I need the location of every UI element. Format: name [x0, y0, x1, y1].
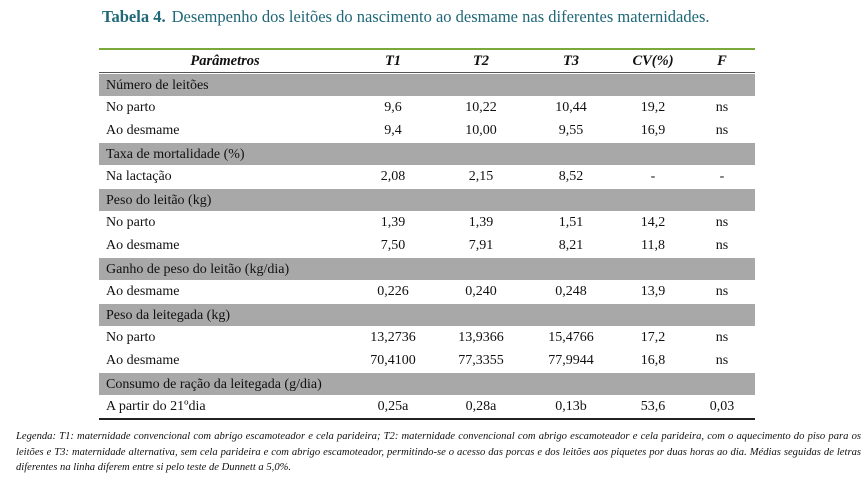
data-row: Ao desmame 9,4 10,00 9,55 16,9 ns	[99, 119, 755, 142]
cell: No parto	[106, 330, 156, 345]
header-cell: T1	[384, 53, 402, 69]
data-row: A partir do 21ºdia 0,25a 0,28a 0,13b 53,6 0,0…	[99, 395, 755, 418]
legend: Legenda: T1: maternidade convencional co…	[16, 431, 861, 473]
cell: 1,51	[558, 215, 584, 230]
cell: 11,8	[641, 238, 665, 253]
cell: 77,9944	[548, 353, 594, 368]
cell: 2,15	[468, 169, 494, 184]
cell: Ao desmame	[106, 284, 180, 299]
section-row: Número de leitões	[99, 73, 755, 96]
cell: 0,240	[465, 284, 497, 299]
cell: 1,39	[468, 215, 494, 230]
header-cell: T2	[472, 53, 490, 69]
caption-label: Tabela 4.	[102, 7, 166, 26]
section-row: Peso da leitegada (kg)	[99, 303, 755, 326]
cell: 7,91	[468, 238, 494, 253]
cell: 0,25a	[377, 399, 409, 414]
cell: 0,13b	[555, 399, 587, 414]
cell: 0,28a	[465, 399, 497, 414]
cell: Na lactação	[106, 169, 172, 184]
cell: 70,4100	[370, 353, 416, 368]
section-row: Ganho de peso do leitão (kg/dia)	[99, 257, 755, 280]
data-row: Ao desmame 7,50 7,91 8,21 11,8 ns	[99, 234, 755, 257]
cell: 15,4766	[548, 330, 594, 345]
section-row: Taxa de mortalidade (%)	[99, 142, 755, 165]
section-title: Ganho de peso do leitão (kg/dia)	[106, 262, 290, 277]
section-title: Número de leitões	[106, 78, 209, 93]
cell: -	[650, 169, 656, 184]
cell: 13,9366	[458, 330, 504, 345]
cell: 9,4	[384, 123, 402, 138]
cell: 7,50	[380, 238, 406, 253]
cell: 9,6	[384, 100, 402, 115]
caption-text: Desempenho dos leitões do nascimento ao …	[171, 7, 710, 26]
header-cell: F	[717, 53, 727, 69]
cell: ns	[715, 100, 729, 115]
cell: 10,22	[465, 100, 497, 115]
table: Parâmetros T1 T2 T3 CV(%) F Número de leitões N…	[99, 48, 755, 420]
cell: 9,55	[558, 123, 584, 138]
header-cell: CV(%)	[632, 53, 674, 69]
table-caption: Tabela 4. Desempenho dos leitões do nasci…	[102, 7, 710, 27]
cell: 53,6	[640, 399, 666, 414]
cell: 2,08	[380, 169, 406, 184]
cell: Ao desmame	[106, 238, 180, 253]
cell: 0,03	[709, 399, 735, 414]
section-title: Peso da leitegada (kg)	[106, 308, 231, 323]
cell: 10,44	[555, 100, 587, 115]
cell: ns	[715, 238, 729, 253]
data-row: Ao desmame 0,226 0,240 0,248 13,9 ns	[99, 280, 755, 303]
section-row: Peso do leitão (kg)	[99, 188, 755, 211]
cell: 8,21	[558, 238, 584, 253]
header-cell: Parâmetros	[190, 53, 260, 69]
data-row: No parto 9,6 10,22 10,44 19,2 ns	[99, 96, 755, 119]
data-row: No parto 1,39 1,39 1,51 14,2 ns	[99, 211, 755, 234]
section-title: Peso do leitão (kg)	[106, 193, 212, 208]
cell: ns	[715, 215, 729, 230]
cell: Ao desmame	[106, 123, 180, 138]
cell: -	[719, 169, 725, 184]
cell: 10,00	[465, 123, 497, 138]
cell: 17,2	[640, 330, 666, 345]
section-title: Taxa de mortalidade (%)	[106, 147, 245, 162]
cell: No parto	[106, 100, 156, 115]
cell: 16,8	[640, 353, 666, 368]
cell: No parto	[106, 215, 156, 230]
data-row: No parto 13,2736 13,9366 15,4766 17,2 ns	[99, 326, 755, 349]
cell: ns	[715, 353, 729, 368]
cell: 0,248	[555, 284, 587, 299]
header-cell: T3	[562, 53, 580, 69]
cell: Ao desmame	[106, 353, 180, 368]
cell: 77,3355	[458, 353, 504, 368]
cell: 16,9	[640, 123, 666, 138]
cell: 8,52	[558, 169, 584, 184]
cell: ns	[715, 330, 729, 345]
cell: ns	[715, 284, 729, 299]
cell: 14,2	[640, 215, 666, 230]
data-row: Na lactação 2,08 2,15 8,52 - -	[99, 165, 755, 188]
cell: A partir do 21ºdia	[106, 399, 206, 414]
cell: 1,39	[380, 215, 406, 230]
section-row: Consumo de ração da leitegada (g/dia)	[99, 372, 755, 395]
header-row: Parâmetros T1 T2 T3 CV(%) F	[99, 50, 755, 73]
section-title: Consumo de ração da leitegada (g/dia)	[106, 377, 322, 392]
cell: 19,2	[640, 100, 666, 115]
cell: ns	[715, 123, 729, 138]
cell: 13,2736	[370, 330, 416, 345]
cell: 13,9	[640, 284, 666, 299]
cell: 0,226	[377, 284, 409, 299]
data-row: Ao desmame 70,4100 77,3355 77,9944 16,8 ns	[99, 349, 755, 372]
